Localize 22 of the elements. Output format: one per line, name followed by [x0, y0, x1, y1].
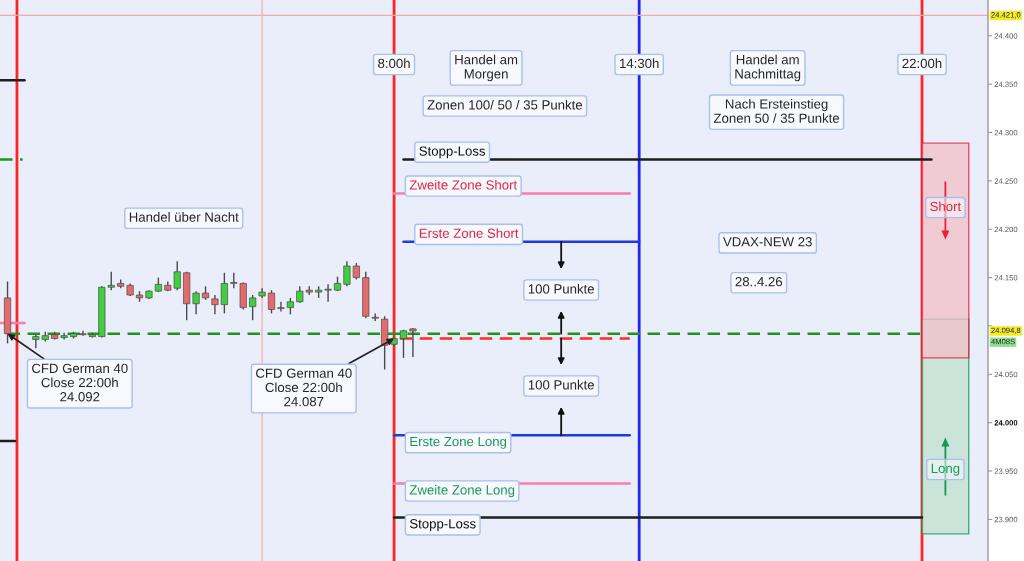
annotation: Nach Ersteinstieg Zonen 50 / 35 Punkte: [713, 98, 840, 123]
annotation: 100 Punkte: [528, 379, 594, 390]
ref-line-label: 22:00h: [902, 58, 942, 69]
series-label: Short: [930, 201, 962, 212]
annotation: Handel am Morgen: [455, 54, 518, 82]
annotation: Zweite Zone Short: [409, 179, 518, 190]
ref-line-label: 8:00h: [378, 58, 410, 69]
annotation: Handel am Nachmittag: [735, 54, 801, 82]
annotation: Erste Zone Short: [419, 228, 519, 238]
annotation: Stopp-Loss: [419, 146, 486, 159]
annotation: VDAX-NEW 23: [723, 237, 812, 247]
annotation: Erste Zone Long: [410, 436, 507, 449]
series-label: Long: [931, 463, 960, 476]
annotation: Zonen 100/ 50 / 35 Punkte: [427, 99, 583, 110]
annotation: Handel über Nacht: [129, 212, 239, 222]
annotation: 100 Punkte: [528, 283, 594, 294]
annotation: Zweite Zone Long: [409, 484, 515, 498]
annotation: CFD German 40 Close 22:00h 24.092: [32, 363, 128, 402]
annotation: Stopp-Loss: [409, 519, 476, 532]
annotation: 28..4.26: [735, 276, 783, 287]
ref-line-label: 14:30h: [620, 58, 659, 69]
annotation: CFD German 40 Close 22:00h 24.087: [256, 368, 352, 407]
